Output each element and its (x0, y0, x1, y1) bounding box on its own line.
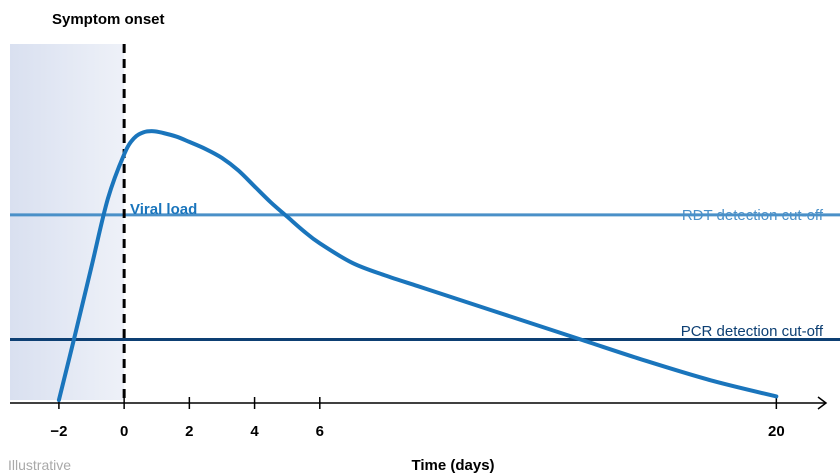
x-tick-label: 6 (316, 423, 324, 440)
pre-symptom-shaded-region (10, 44, 125, 400)
series-line-viral-load (56, 129, 779, 402)
x-tick-label: 2 (185, 423, 193, 440)
x-tick-label: −2 (50, 423, 67, 440)
x-axis-label: Time (days) (411, 457, 494, 474)
threshold-label-pcr: PCR detection cut-off (681, 323, 824, 340)
x-tick-label: 20 (768, 423, 785, 440)
x-axis-arrowhead (817, 396, 828, 410)
onset-label: Symptom onset (52, 11, 165, 28)
threshold-label-rdt: RDT detection cut-off (682, 207, 824, 224)
x-tick-label: 0 (120, 423, 128, 440)
x-tick-label: 4 (250, 423, 259, 440)
footnote-illustrative: Illustrative (8, 457, 71, 473)
series-label-viral-load: Viral load (130, 201, 197, 218)
